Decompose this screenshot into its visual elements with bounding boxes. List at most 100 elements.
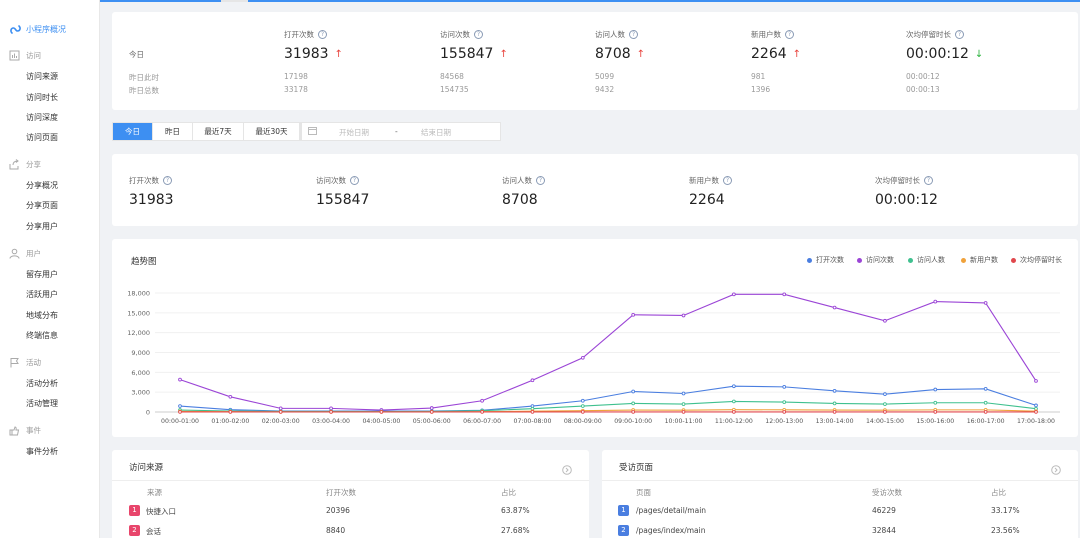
summary-metric-label-text: 访问次数: [440, 30, 470, 39]
summary-yesterday-same: 17198: [284, 72, 308, 81]
trend-title: 趋势图: [131, 257, 157, 267]
pages-header-page: 页面: [636, 488, 651, 497]
sidebar-item-device[interactable]: 终端信息: [26, 331, 58, 340]
sidebar: 小程序概况 访问 访问来源 访问时长 访问深度 访问页面 分享 分享概况 分享页…: [0, 0, 100, 538]
table-cell-pct: 33.17%: [991, 506, 1020, 515]
legend-label: 新用户数: [970, 256, 998, 264]
help-icon[interactable]: ?: [318, 30, 327, 39]
sidebar-item-retained-users[interactable]: 留存用户: [26, 270, 58, 279]
summary-metric-label: 打开次数?: [284, 29, 327, 40]
summary-metric-label-text: 访问人数: [595, 30, 625, 39]
row-label-today: 今日: [129, 50, 144, 59]
help-icon[interactable]: ?: [955, 30, 964, 39]
date-separator: -: [395, 127, 398, 136]
summary-yesterday-same: 5099: [595, 72, 615, 81]
arrow-up-icon: ↑: [334, 48, 343, 60]
metric-value: 8708: [502, 192, 538, 208]
legend-item[interactable]: 次均停留时长: [1011, 255, 1062, 265]
help-icon[interactable]: ?: [350, 176, 359, 185]
bar-chart-icon: [9, 50, 20, 61]
legend-dot: [961, 257, 966, 263]
sidebar-item-activity-analysis[interactable]: 活动分析: [26, 379, 58, 388]
help-icon[interactable]: ?: [629, 30, 638, 39]
legend-item[interactable]: 打开次数: [807, 255, 844, 265]
sidebar-item-visit-depth[interactable]: 访问深度: [26, 113, 58, 122]
sidebar-group-label: 事件: [26, 426, 41, 435]
tab-last-30-days[interactable]: 最近30天: [244, 123, 300, 140]
rank-badge: 2: [618, 525, 629, 536]
summary-yesterday-total: 154735: [440, 85, 469, 94]
summary-yesterday-total: 33178: [284, 85, 308, 94]
sidebar-item-region[interactable]: 地域分布: [26, 311, 58, 320]
metric-label: 打开次数?: [129, 175, 172, 186]
tab-today[interactable]: 今日: [113, 123, 153, 140]
pages-header-pct: 占比: [991, 488, 1006, 497]
legend-label: 访问次数: [866, 256, 894, 264]
end-date-input[interactable]: 结束日期: [421, 128, 451, 137]
summary-today-number: 2264: [751, 46, 787, 62]
summary-today-value: 2264 ↑: [751, 46, 801, 62]
table-cell-count: 20396: [326, 506, 350, 515]
sidebar-item-activity-manage[interactable]: 活动管理: [26, 399, 58, 408]
summary-today-number: 155847: [440, 46, 494, 62]
summary-metric-label-text: 次均停留时长: [906, 30, 951, 39]
table-cell-count: 46229: [872, 506, 896, 515]
user-icon: [9, 248, 20, 259]
start-date-input[interactable]: 开始日期: [339, 128, 369, 137]
row-label-yesterday-same: 昨日此时: [129, 73, 159, 82]
date-range-picker[interactable]: 开始日期 - 结束日期: [301, 122, 501, 141]
divider: [112, 480, 589, 481]
metric-value: 00:00:12: [875, 192, 938, 208]
summary-yesterday-same: 84568: [440, 72, 464, 81]
metric-label-text: 次均停留时长: [875, 176, 920, 185]
help-icon[interactable]: ?: [163, 176, 172, 185]
help-icon[interactable]: ?: [474, 30, 483, 39]
sidebar-item-share-pages[interactable]: 分享页面: [26, 201, 58, 210]
info-icon[interactable]: [562, 460, 572, 479]
metric-label: 次均停留时长?: [875, 175, 933, 186]
legend-dot: [908, 257, 913, 263]
metric-value: 155847: [316, 192, 370, 208]
help-icon[interactable]: ?: [536, 176, 545, 185]
legend-dot: [807, 257, 812, 263]
summary-today-value: 00:00:12 ↓: [906, 46, 983, 62]
legend-item[interactable]: 新用户数: [961, 255, 998, 265]
sidebar-group-share: 分享: [9, 159, 41, 170]
metric-label: 访问次数?: [316, 175, 359, 186]
sidebar-group-users: 用户: [9, 248, 41, 259]
help-icon[interactable]: ?: [924, 176, 933, 185]
row-label-yesterday-total: 昨日总数: [129, 86, 159, 95]
summary-today-value: 155847 ↑: [440, 46, 508, 62]
metrics-card: [112, 154, 1078, 226]
sidebar-brand[interactable]: 小程序概况: [9, 21, 66, 37]
legend-item[interactable]: 访问人数: [908, 255, 945, 265]
sidebar-group-label: 访问: [26, 51, 41, 60]
legend-item[interactable]: 访问次数: [857, 255, 894, 265]
flag-icon: [9, 357, 20, 368]
sidebar-item-share-overview[interactable]: 分享概况: [26, 181, 58, 190]
legend-label: 次均停留时长: [1020, 256, 1062, 264]
sidebar-item-share-users[interactable]: 分享用户: [26, 222, 58, 231]
summary-today-number: 00:00:12: [906, 46, 969, 62]
help-icon[interactable]: ?: [785, 30, 794, 39]
tab-yesterday[interactable]: 昨日: [153, 123, 193, 140]
sidebar-item-active-users[interactable]: 活跃用户: [26, 290, 58, 299]
trend-card: 趋势图: [112, 239, 1078, 437]
divider: [602, 480, 1078, 481]
pages-header-count: 受访次数: [872, 488, 902, 497]
tab-last-7-days[interactable]: 最近7天: [193, 123, 244, 140]
metric-label: 新用户数?: [689, 175, 732, 186]
metric-label-text: 访问人数: [502, 176, 532, 185]
sources-header-source: 来源: [147, 488, 162, 497]
sidebar-item-visit-source[interactable]: 访问来源: [26, 72, 58, 81]
info-icon[interactable]: [1051, 460, 1061, 479]
sources-title: 访问来源: [129, 463, 164, 473]
table-cell-name: /pages/detail/main: [636, 506, 707, 515]
sidebar-item-event-analysis[interactable]: 事件分析: [26, 447, 58, 456]
table-cell-pct: 23.56%: [991, 526, 1020, 535]
sidebar-item-visit-duration[interactable]: 访问时长: [26, 93, 58, 102]
legend-dot: [1011, 257, 1016, 263]
help-icon[interactable]: ?: [723, 176, 732, 185]
sidebar-brand-label: 小程序概况: [26, 24, 66, 34]
sidebar-item-visit-pages[interactable]: 访问页面: [26, 133, 58, 142]
